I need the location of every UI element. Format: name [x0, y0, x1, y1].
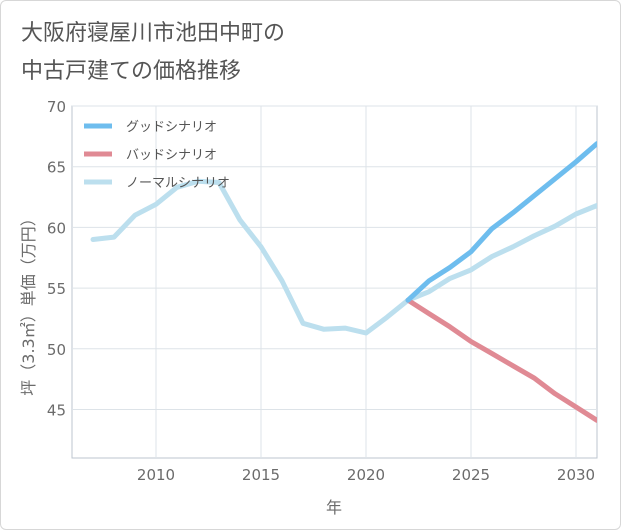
title-line-1: 大阪府寝屋川市池田中町の: [21, 21, 286, 46]
x-tick-2010: 2010: [137, 466, 175, 484]
y-tick-60: 60: [47, 219, 66, 237]
series-line-2: [405, 297, 597, 423]
y-tick-45: 45: [47, 401, 66, 419]
grid-lines: [72, 105, 597, 458]
x-tick-2030: 2030: [557, 466, 595, 484]
x-tick-2015: 2015: [242, 466, 280, 484]
chart-title: 大阪府寝屋川市池田中町の 中古戸建ての価格推移: [21, 15, 285, 91]
y-tick-labels: 45 50 55 60 65 70: [47, 98, 66, 419]
y-axis-label: 坪（3.3㎡）単価（万円）: [19, 210, 38, 395]
title-line-2: 中古戸建ての価格推移: [21, 59, 242, 84]
x-tick-2020: 2020: [347, 466, 385, 484]
legend-label-3: ノーマルシナリオ: [126, 176, 230, 191]
y-tick-65: 65: [47, 159, 66, 177]
y-tick-55: 55: [47, 280, 66, 298]
series-line-1: [405, 141, 597, 303]
x-tick-labels: 2010 2015 2020 2025 2030: [137, 466, 595, 484]
y-tick-70: 70: [47, 98, 66, 116]
x-axis-label: 年: [326, 498, 342, 517]
legend-label-2: バッドシナリオ: [126, 148, 217, 163]
plot-area: [71, 105, 598, 459]
legend-label-1: グッドシナリオ: [126, 120, 217, 135]
series-lines: [90, 141, 597, 423]
y-tick-50: 50: [47, 341, 66, 359]
x-tick-2025: 2025: [452, 466, 490, 484]
series-line-3: [90, 178, 597, 336]
